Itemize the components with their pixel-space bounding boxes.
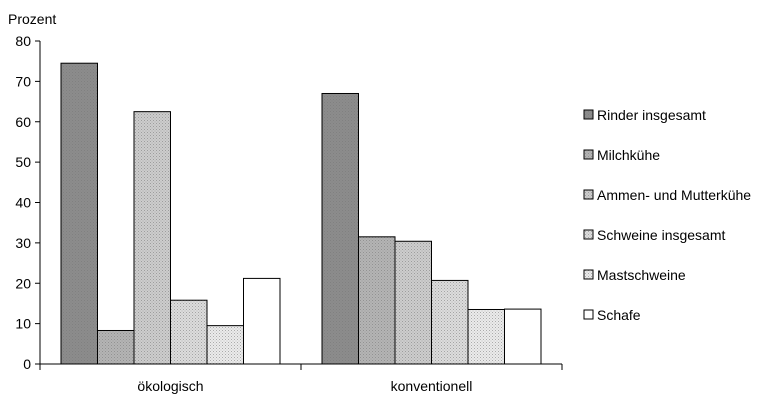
- y-tick-label: 80: [15, 33, 31, 49]
- legend-swatch: [583, 269, 594, 280]
- bar-konventionell-rinder-insgesamt: [321, 92, 359, 365]
- y-tick-label: 30: [15, 235, 31, 251]
- bars-group: [60, 62, 542, 365]
- bar-ökologisch-schafe: [243, 277, 281, 365]
- legend-label: Ammen- und Mutterkühe: [597, 187, 751, 203]
- bar-ökologisch-rinder-insgesamt: [60, 62, 98, 365]
- bar-ökologisch-mastschweine: [206, 325, 244, 365]
- x-category-label: ökologisch: [137, 378, 203, 394]
- y-tick-label: 60: [15, 114, 31, 130]
- legend: Rinder insgesamt Milchkühe Ammen- und Mutt…: [583, 107, 751, 323]
- legend-swatch: [583, 149, 594, 160]
- legend-label: Mastschweine: [597, 267, 686, 283]
- y-tick-label: 10: [15, 316, 31, 332]
- bar-konventionell-mastschweine: [467, 308, 505, 365]
- bar-konventionell-milchkühe: [358, 236, 396, 365]
- y-ticks-group: 0 10 20 30 40 50 60 70 80: [15, 33, 40, 372]
- legend-swatch: [583, 229, 594, 240]
- x-category-label: konventionell: [391, 378, 473, 394]
- bar-konventionell-ammen--und-mutterkühe: [394, 240, 432, 365]
- bar-konventionell-schweine-insgesamt: [431, 279, 469, 365]
- y-tick-label: 70: [15, 73, 31, 89]
- legend-label: Rinder insgesamt: [597, 107, 706, 123]
- bar-ökologisch-schweine-insgesamt: [170, 299, 208, 365]
- y-tick-label: 40: [15, 195, 31, 211]
- legend-swatch: [583, 189, 594, 200]
- legend-swatch: [583, 309, 594, 320]
- y-tick-label: 0: [23, 356, 31, 372]
- legend-label: Milchkühe: [597, 147, 660, 163]
- y-axis-title: Prozent: [8, 11, 56, 27]
- bar-ökologisch-milchkühe: [97, 329, 135, 365]
- legend-label: Schafe: [597, 307, 641, 323]
- y-tick-label: 20: [15, 275, 31, 291]
- legend-swatch: [583, 109, 594, 120]
- y-tick-label: 50: [15, 154, 31, 170]
- x-labels-group: ökologisch konventionell: [137, 378, 472, 394]
- legend-label: Schweine insgesamt: [597, 227, 726, 243]
- bar-ökologisch-ammen--und-mutterkühe: [133, 111, 171, 365]
- bar-konventionell-schafe: [504, 308, 542, 365]
